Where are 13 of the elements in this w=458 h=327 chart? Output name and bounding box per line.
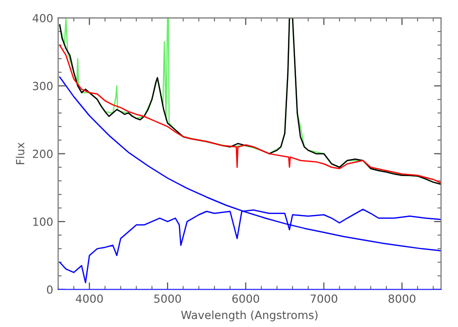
x-tick-label: 4000: [76, 294, 103, 303]
x-tick-label: 5000: [154, 294, 181, 303]
line-series: [59, 44, 442, 184]
y-tick-label: 300: [32, 82, 53, 90]
y-tick-label: 0: [46, 285, 53, 294]
y-tick-label: 100: [33, 218, 53, 226]
y-tick-label: 400: [32, 14, 53, 22]
x-axis-title: Wavelength (Angstroms): [181, 310, 318, 322]
x-tick-label: 7000: [310, 294, 338, 303]
x-tick-label: 8000: [388, 294, 416, 303]
y-tick-label: 200: [32, 150, 53, 158]
x-tick-label: 6000: [232, 294, 260, 303]
y-axis-title: Flux: [16, 142, 24, 164]
